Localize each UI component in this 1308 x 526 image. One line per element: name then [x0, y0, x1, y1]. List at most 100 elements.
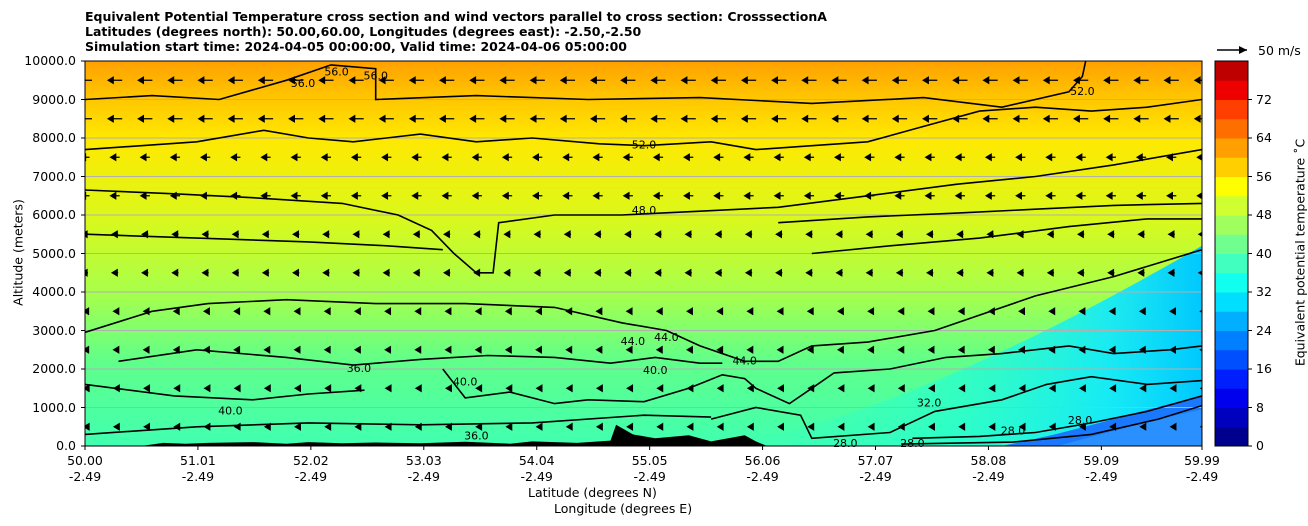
- wind-arrow: [897, 307, 905, 316]
- wind-arrow: [85, 118, 92, 120]
- wind-arrow: [382, 230, 390, 239]
- wind-arrow: [167, 114, 183, 123]
- wind-arrow: [381, 191, 392, 200]
- contour-line: [85, 148, 1202, 274]
- wind-arrow: [833, 191, 845, 200]
- wind-arrow: [865, 230, 873, 239]
- wind-arrow: [1072, 76, 1089, 85]
- wind-arrow: [1012, 76, 1028, 85]
- wind-arrow: [1169, 307, 1176, 316]
- wind-arrow: [1166, 191, 1177, 200]
- wind-key-arrowhead: [1239, 46, 1247, 54]
- wind-arrow: [324, 384, 332, 393]
- wind-arrow: [562, 153, 573, 162]
- wind-arrow: [203, 384, 211, 393]
- wind-arrow: [1020, 462, 1025, 468]
- wind-arrow: [260, 191, 271, 200]
- wind-arrow: [714, 230, 722, 239]
- wind-arrow: [173, 422, 181, 431]
- wind-arrow: [199, 153, 211, 162]
- wind-arrow: [233, 307, 241, 316]
- contour-line: [710, 375, 1202, 440]
- wind-arrow: [716, 384, 724, 393]
- wind-arrow: [805, 230, 813, 239]
- wind-arrow: [924, 191, 935, 200]
- wind-arrow: [263, 345, 271, 354]
- wind-arrow: [471, 153, 482, 162]
- wind-arrow: [624, 230, 632, 239]
- wind-arrow: [503, 268, 511, 277]
- wind-arrow: [625, 345, 633, 354]
- wind-arrow: [562, 191, 573, 200]
- colorbar-band: [1215, 436, 1248, 447]
- wind-arrow: [895, 230, 904, 239]
- contour-label: 56.0: [291, 77, 316, 90]
- wind-arrow: [867, 422, 875, 431]
- wind-arrow: [1078, 307, 1086, 316]
- contour-line: [85, 248, 1202, 363]
- wind-arrow: [439, 114, 455, 123]
- wind-arrow: [835, 268, 843, 277]
- wind-arrow: [710, 76, 726, 85]
- contour-label: 40.0: [643, 364, 668, 377]
- wind-arrow: [202, 307, 210, 316]
- wind-arrow: [1133, 114, 1149, 123]
- wind-arrow: [1018, 345, 1026, 354]
- wind-arrow: [110, 230, 119, 239]
- wind-arrow: [263, 307, 271, 316]
- wind-arrow: [1193, 76, 1202, 85]
- wind-arrow: [535, 384, 543, 393]
- wind-arrow: [201, 230, 209, 239]
- wind-arrow: [831, 76, 847, 85]
- x-tick-label-lon: -2.49: [859, 469, 892, 484]
- contour-label: 56.0: [324, 66, 349, 79]
- wind-arrow: [441, 191, 452, 200]
- wind-arrow: [533, 268, 541, 277]
- wind-arrow: [1169, 422, 1177, 431]
- wind-arrow: [928, 384, 935, 393]
- wind-arrow: [475, 384, 483, 393]
- wind-arrow: [688, 462, 693, 468]
- contour-line: [912, 395, 1202, 440]
- contour-label: 48.0: [632, 204, 657, 217]
- colorbar-band: [1215, 253, 1248, 264]
- wind-arrow: [1103, 114, 1119, 123]
- wind-arrow: [320, 191, 332, 200]
- wind-arrow: [444, 345, 452, 354]
- wind-arrow: [263, 384, 271, 393]
- wind-arrow: [1042, 76, 1059, 85]
- wind-arrow: [535, 345, 542, 354]
- wind-arrow: [504, 307, 512, 316]
- wind-arrow: [408, 76, 425, 85]
- colorbar-band: [1215, 61, 1248, 72]
- wind-arrow: [290, 191, 301, 200]
- colorbar-band: [1215, 166, 1248, 177]
- wind-arrow: [501, 191, 513, 200]
- wind-arrow: [807, 384, 815, 393]
- wind-arrow: [1169, 384, 1177, 393]
- wind-arrow: [563, 268, 572, 277]
- wind-arrow: [85, 422, 90, 431]
- wind-arrow: [927, 307, 935, 316]
- wind-arrow: [716, 422, 724, 431]
- wind-arrow: [1105, 191, 1116, 200]
- wind-arrow: [353, 345, 361, 354]
- wind-arrow: [710, 114, 726, 123]
- wind-arrow: [718, 462, 723, 468]
- wind-arrow: [1046, 230, 1055, 239]
- wind-arrow: [1045, 191, 1056, 200]
- wind-arrow: [446, 462, 451, 468]
- wind-arrow: [861, 76, 877, 85]
- wind-arrow: [622, 153, 633, 162]
- wind-arrow: [987, 345, 995, 354]
- wind-arrow: [323, 307, 331, 316]
- wind-arrow: [861, 114, 877, 123]
- wind-arrow: [680, 114, 696, 123]
- colorbar-band: [1215, 234, 1248, 245]
- wind-arrow: [801, 76, 817, 85]
- wind-arrow: [169, 153, 181, 162]
- wind-arrow: [1078, 422, 1086, 431]
- wind-arrow: [684, 230, 692, 239]
- wind-arrow: [1048, 307, 1056, 316]
- wind-arrow: [532, 191, 543, 200]
